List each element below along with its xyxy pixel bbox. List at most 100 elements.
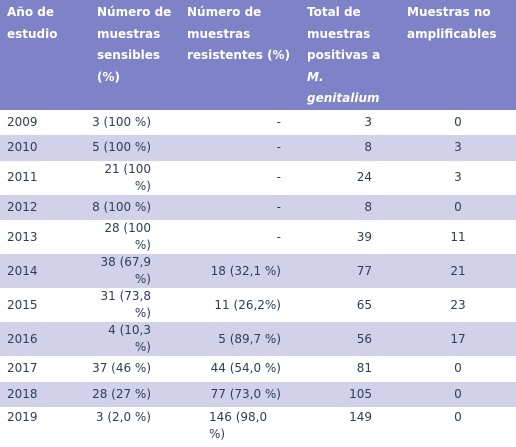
- table-cell: 0: [400, 407, 516, 447]
- cell-text: 77: [357, 264, 372, 278]
- page: {"table": { "header": [ "Año de estudio"…: [0, 0, 516, 405]
- table-row: 2017 37 (46 %) 44 (54,0 %) 81 0: [0, 356, 516, 382]
- table-cell: 149: [300, 407, 400, 447]
- table-cell: 21 (100 %): [90, 161, 180, 195]
- cell-text: 2014: [7, 264, 38, 278]
- cell-text: -: [277, 114, 281, 131]
- cell-text: 18 (32,1 %): [211, 263, 281, 280]
- table-cell: 2011: [0, 161, 90, 195]
- table-cell: 3: [400, 135, 516, 161]
- table-cell: 38 (67,9 %): [90, 254, 180, 288]
- cell-text: 23: [450, 298, 465, 312]
- table-cell: 0: [400, 195, 516, 221]
- cell-text: 17: [450, 332, 465, 346]
- table-cell: 0: [400, 356, 516, 382]
- table-row: 2011 21 (100 %) - 24 3: [0, 161, 516, 195]
- table-cell: 2010: [0, 135, 90, 161]
- cell-text: 21 (100 %): [104, 162, 151, 193]
- cell-text: 21: [450, 264, 465, 278]
- table-cell: 65: [300, 288, 400, 322]
- table-row: 2013 28 (100 %) - 39 11: [0, 220, 516, 254]
- cell-text: 65: [357, 298, 372, 312]
- cell-text: 0: [454, 115, 462, 129]
- table-cell: 146 (98,0 %): [180, 407, 300, 447]
- cell-text: 3 (100 %): [92, 115, 151, 129]
- cell-text: 2011: [7, 170, 38, 184]
- table-cell: 0: [400, 382, 516, 408]
- table-cell: 2016: [0, 322, 90, 356]
- table-cell: 18 (32,1 %): [180, 254, 300, 288]
- table-cell: 4 (10,3 %): [90, 322, 180, 356]
- header-text: Número de muestras sensibles (%): [97, 5, 171, 84]
- cell-text: 38 (67,9 %): [101, 255, 151, 286]
- cell-text: 0: [454, 410, 462, 424]
- table-cell: 31 (73,8 %): [90, 288, 180, 322]
- cell-text: 2016: [7, 332, 38, 346]
- cell-text: 5 (89,7 %): [218, 331, 281, 348]
- header-italic: M. genitalium: [307, 70, 380, 106]
- header-cell: Muestras no amplificables: [400, 0, 516, 110]
- cell-text: 81: [357, 361, 372, 375]
- cell-text: 0: [454, 200, 462, 214]
- cell-text: 77 (73,0 %): [211, 386, 281, 403]
- cell-text: 3: [454, 140, 462, 154]
- table-cell: 2013: [0, 220, 90, 254]
- cell-text: 2010: [7, 140, 38, 154]
- cell-text: 28 (27 %): [92, 387, 151, 401]
- table-cell: -: [180, 195, 300, 221]
- table-cell: 11 (26,2%): [180, 288, 300, 322]
- table-cell: 0: [400, 110, 516, 136]
- table-cell: 105: [300, 382, 400, 408]
- table-cell: 11: [400, 220, 516, 254]
- cell-text: 149: [349, 410, 372, 424]
- cell-text: 2012: [7, 200, 38, 214]
- table-row: 2015 31 (73,8 %) 11 (26,2%) 65 23: [0, 288, 516, 322]
- cell-text: 11 (26,2%): [214, 297, 281, 314]
- cell-text: 28 (100 %): [104, 221, 151, 252]
- table-cell: 24: [300, 161, 400, 195]
- table-cell: 77: [300, 254, 400, 288]
- cell-text: 8: [364, 200, 372, 214]
- cell-text: 2017: [7, 361, 38, 375]
- table-cell: 5 (100 %): [90, 135, 180, 161]
- cell-text: 146 (98,0 %): [209, 409, 281, 443]
- cell-text: 44 (54,0 %): [211, 360, 281, 377]
- table-cell: 8 (100 %): [90, 195, 180, 221]
- cell-text: 4 (10,3 %): [108, 323, 151, 354]
- cell-text: 2018: [7, 387, 38, 401]
- table-cell: 2015: [0, 288, 90, 322]
- table-cell: 8: [300, 195, 400, 221]
- cell-text: 105: [349, 387, 372, 401]
- header-cell: Número de muestras resistentes (%): [180, 0, 300, 110]
- cell-text: 24: [357, 170, 372, 184]
- cell-text: 31 (73,8 %): [101, 289, 151, 320]
- cell-text: 56: [357, 332, 372, 346]
- table-cell: 2009: [0, 110, 90, 136]
- cell-text: 3 (2,0 %): [96, 410, 151, 424]
- cell-text: -: [277, 169, 281, 186]
- table-cell: 3 (100 %): [90, 110, 180, 136]
- table-row: 2018 28 (27 %) 77 (73,0 %) 105 0: [0, 382, 516, 408]
- table-cell: 56: [300, 322, 400, 356]
- table-cell: 39: [300, 220, 400, 254]
- table-cell: 3 (2,0 %): [90, 407, 180, 447]
- table-cell: 23: [400, 288, 516, 322]
- cell-text: 8: [364, 140, 372, 154]
- table-cell: 77 (73,0 %): [180, 382, 300, 408]
- cell-text: 8 (100 %): [92, 200, 151, 214]
- table-cell: 37 (46 %): [90, 356, 180, 382]
- table-cell: 28 (100 %): [90, 220, 180, 254]
- header-text: Número de muestras resistentes (%): [187, 5, 290, 62]
- table-cell: 5 (89,7 %): [180, 322, 300, 356]
- table-cell: -: [180, 161, 300, 195]
- table-cell: 2018: [0, 382, 90, 408]
- cell-text: 39: [357, 230, 372, 244]
- table-cell: 44 (54,0 %): [180, 356, 300, 382]
- cell-text: 11: [450, 230, 465, 244]
- cell-text: -: [277, 229, 281, 246]
- table-cell: 3: [400, 161, 516, 195]
